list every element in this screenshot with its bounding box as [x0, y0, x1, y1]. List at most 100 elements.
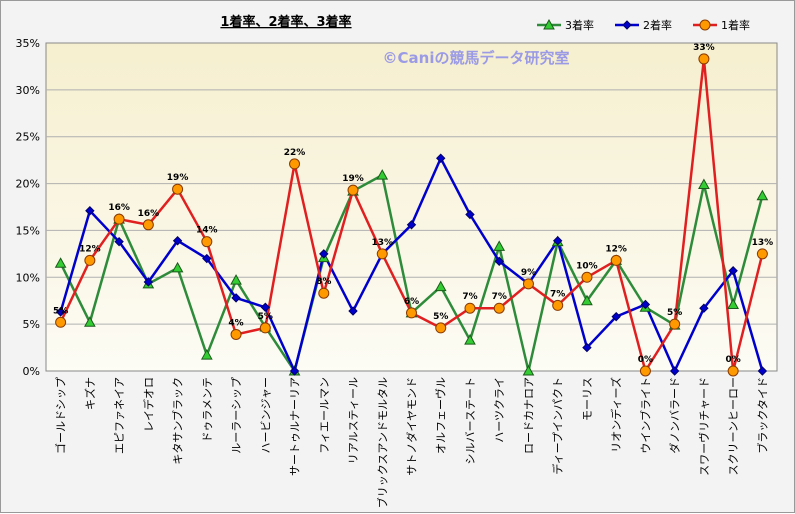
x-tick-label: ゴールドシップ	[54, 377, 68, 454]
data-label: 9%	[521, 268, 536, 278]
data-label: 7%	[550, 289, 565, 299]
data-labels: 5% 12% 16% 16% 19% 14% 4% 5% 22% 8% 19% 13% 6% 5% 7% 7%…	[53, 43, 773, 365]
point-2着-0	[55, 307, 66, 317]
data-label: 8%	[316, 277, 331, 287]
chart-title: 1着率、2着率、3着率	[220, 14, 351, 30]
point-3着-14	[464, 334, 476, 345]
x-tick-label: サートゥルナーリア	[289, 377, 302, 476]
point-3着-16	[522, 364, 535, 376]
watermark-text: ©Caniの競馬データ研究室	[383, 49, 570, 67]
point-3着-0	[54, 257, 67, 268]
legend-marker-triangle	[543, 18, 555, 30]
data-label: 19%	[167, 173, 189, 183]
data-label: 5%	[258, 312, 273, 322]
point-3着-6	[230, 274, 242, 285]
y-tick-label: 5%	[23, 318, 40, 331]
legend-marker-diamond	[622, 20, 632, 30]
point-2着-20	[640, 299, 651, 310]
point-2着-14	[465, 209, 475, 220]
y-tick-label: 30%	[16, 84, 40, 97]
legend: 3着率 2着率 1着率	[537, 18, 750, 32]
point-2着-9	[319, 249, 329, 259]
point-1着-11	[376, 248, 388, 260]
x-tick-label: ハービンジャー	[259, 377, 272, 453]
data-label: 5%	[53, 306, 68, 316]
point-2着-3	[143, 277, 154, 287]
point-2着-1	[85, 206, 95, 216]
point-3着-15	[493, 240, 506, 251]
x-tick-label: モーリス	[581, 377, 594, 421]
data-label: 33%	[693, 43, 715, 53]
point-3着-11	[376, 169, 389, 180]
legend-marker-circle	[699, 19, 711, 31]
point-2着-24	[757, 366, 768, 376]
data-label: 0%	[725, 355, 740, 365]
x-tick-label: レイデオロ	[141, 377, 155, 432]
x-tick-label: スワーヴリチャード	[697, 377, 711, 476]
point-1着-0	[55, 316, 67, 328]
point-2着-15	[494, 256, 504, 267]
data-label: 4%	[228, 318, 243, 328]
data-label: 5%	[433, 312, 448, 322]
legend-label: 3着率	[565, 18, 594, 32]
point-1着-1	[84, 254, 96, 266]
point-3着-24	[756, 189, 769, 201]
point-3着-5	[200, 349, 213, 360]
x-tick-label: キタサンブラック	[171, 377, 185, 465]
data-label: 13%	[371, 238, 393, 248]
point-2着-8	[289, 366, 300, 376]
point-1着-12	[406, 307, 417, 319]
y-tick-label: 35%	[16, 37, 40, 50]
legend-label: 1着率	[721, 18, 750, 32]
point-1着-13	[435, 322, 447, 334]
point-2着-13	[436, 153, 446, 163]
point-2着-4	[172, 236, 183, 246]
x-tick-label: シルバーステート	[464, 377, 477, 464]
point-3着-1	[84, 316, 96, 327]
data-label: 16%	[108, 203, 130, 213]
point-2着-18	[582, 342, 592, 353]
point-1着-15	[493, 302, 505, 314]
data-label: 5%	[667, 308, 682, 318]
point-1着-9	[318, 287, 330, 299]
x-tick-label: フィエールマン	[318, 377, 331, 454]
point-2着-22	[699, 303, 709, 313]
point-1着-20	[639, 365, 651, 377]
data-label: 14%	[196, 226, 218, 236]
data-label: 16%	[138, 209, 160, 219]
legend-label: 2着率	[643, 18, 672, 32]
point-1着-2	[113, 213, 125, 225]
x-tick-label: ドゥラメンテ	[201, 377, 214, 443]
series-markers	[54, 53, 769, 377]
point-3着-18	[581, 294, 593, 306]
x-tick-label: スクリーンヒーロー	[727, 377, 740, 475]
x-tick-label: キズナ	[83, 377, 97, 410]
point-2着-19	[611, 311, 621, 322]
x-tick-label: ハーツクライ	[493, 377, 506, 443]
point-2着-6	[231, 293, 241, 303]
x-tick-label: リアルスティール	[347, 377, 360, 464]
data-label: 6%	[404, 297, 419, 307]
point-1着-24	[756, 248, 768, 260]
point-1着-10	[347, 184, 359, 196]
data-label: 10%	[576, 261, 598, 271]
y-tick-label: 20%	[16, 178, 40, 191]
point-3着-22	[698, 178, 710, 190]
point-2着-17	[552, 236, 563, 246]
point-1着-6	[230, 328, 242, 340]
point-1着-17	[552, 299, 564, 311]
x-tick-label: ブラックタイド	[755, 377, 769, 454]
point-1着-7	[259, 322, 271, 334]
data-label: 22%	[284, 148, 306, 158]
point-1着-8	[289, 158, 301, 170]
point-1着-3	[142, 219, 154, 231]
point-2着-10	[348, 306, 358, 316]
point-1着-5	[201, 236, 213, 248]
point-3着-23	[727, 298, 739, 309]
data-label: 12%	[605, 244, 627, 254]
y-tick-label: 10%	[16, 271, 40, 284]
point-1着-23	[727, 365, 739, 377]
point-3着-13	[434, 280, 447, 292]
data-label: 12%	[79, 244, 101, 254]
